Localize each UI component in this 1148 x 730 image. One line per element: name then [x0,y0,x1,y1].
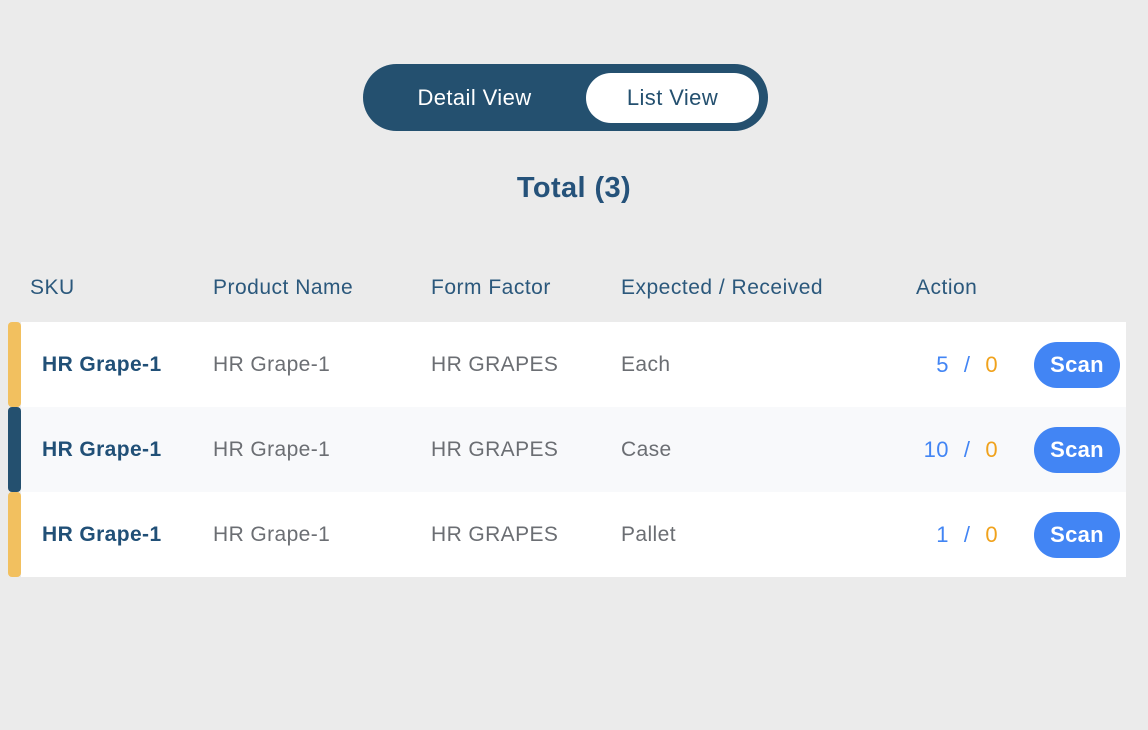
scan-button[interactable]: Scan [1034,426,1120,473]
list-view-tab[interactable]: List View [586,72,759,123]
cell-sku: HR Grape-1 [42,437,162,461]
row-accent-bar [8,492,21,577]
detail-view-tab[interactable]: Detail View [417,84,532,110]
expected-count: 5 [936,351,949,377]
cell-action: Scan [998,511,1126,558]
received-count: 0 [985,521,998,547]
column-header-form-factor: Form Factor [431,276,551,299]
view-toggle: Detail View List View [363,64,768,131]
table-row: HR Grape-1 HR Grape-1 HR GRAPES Each 5 /… [0,322,1148,407]
cell-uom: Each [621,352,671,376]
row-accent-bar [8,407,21,492]
cell-expected-received: 5 / 0 [741,352,998,378]
table-header: SKU Product Name Form Factor Expected / … [0,276,1126,300]
column-header-product-name: Product Name [213,276,354,299]
cell-form-factor: HR GRAPES [431,437,559,461]
cell-uom: Pallet [621,522,676,546]
slash-separator: / [963,351,971,377]
table-row: HR Grape-1 HR Grape-1 HR GRAPES Case 10 … [0,407,1148,492]
cell-form-factor: HR GRAPES [431,352,559,376]
cell-action: Scan [998,426,1126,473]
expected-count: 10 [923,436,949,462]
cell-sku: HR Grape-1 [42,522,162,546]
cell-product-name: HR Grape-1 [213,522,331,546]
cell-form-factor: HR GRAPES [431,522,559,546]
table-body: HR Grape-1 HR Grape-1 HR GRAPES Each 5 /… [0,322,1148,577]
cell-product-name: HR Grape-1 [213,437,331,461]
slash-separator: / [963,436,971,462]
received-count: 0 [985,436,998,462]
total-count-heading: Total (3) [516,172,632,204]
cell-action: Scan [998,341,1126,388]
received-count: 0 [985,351,998,377]
column-header-expected-received: Expected / Received [621,276,824,299]
cell-expected-received: 10 / 0 [741,437,998,463]
slash-separator: / [963,521,971,547]
scan-button[interactable]: Scan [1034,341,1120,388]
expected-count: 1 [936,521,949,547]
table-row: HR Grape-1 HR Grape-1 HR GRAPES Pallet 1… [0,492,1148,577]
column-header-action: Action [916,276,978,299]
cell-sku: HR Grape-1 [42,352,162,376]
cell-expected-received: 1 / 0 [741,522,998,548]
column-header-sku: SKU [30,276,75,299]
cell-uom: Case [621,437,672,461]
scan-button[interactable]: Scan [1034,511,1120,558]
row-accent-bar [8,322,21,407]
cell-product-name: HR Grape-1 [213,352,331,376]
